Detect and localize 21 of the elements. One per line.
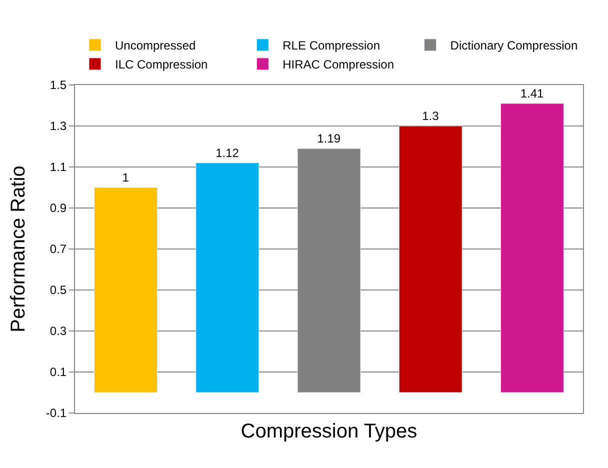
data-label: 1.3 — [422, 109, 440, 123]
legend-label: Dictionary Compression — [450, 38, 578, 53]
y-tick-label: 0.9 — [50, 201, 67, 216]
y-tick-label: 0.5 — [50, 283, 67, 298]
data-label: 1.12 — [216, 146, 240, 160]
y-tick-label: 0.1 — [50, 365, 67, 380]
legend-label: Uncompressed — [115, 38, 196, 53]
data-label: 1 — [122, 170, 130, 184]
y-tick-label: 0.3 — [50, 324, 67, 338]
y-tick-label: 0.7 — [50, 242, 67, 256]
y-tick-label: -0.1 — [46, 406, 67, 420]
data-label: 1.41 — [520, 86, 544, 100]
data-label: 1.19 — [317, 132, 341, 146]
x-axis-title: Compression Types — [240, 420, 418, 442]
legend-label: RLE Compression — [282, 38, 380, 53]
legend-label: HIRAC Compression — [282, 58, 394, 72]
y-tick-label: 1.5 — [50, 78, 67, 92]
legend-label: ILC Compression — [115, 58, 208, 72]
y-tick-label: 1.1 — [50, 160, 67, 174]
y-axis-title: Performance Ratio — [7, 166, 30, 332]
y-tick-label: 1.3 — [50, 119, 67, 134]
